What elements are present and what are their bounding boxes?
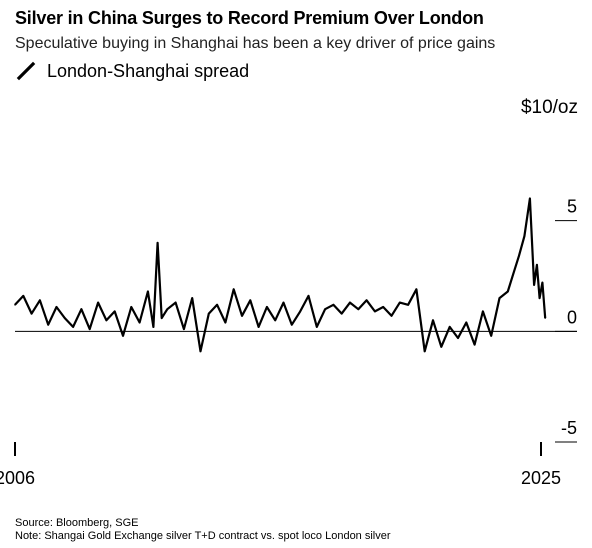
data-point	[160, 317, 163, 319]
x-tick-label: 2025	[521, 468, 561, 488]
x-tick-label: 2006	[0, 468, 35, 488]
data-point	[282, 301, 285, 304]
data-point	[538, 297, 541, 299]
data-point	[349, 301, 351, 304]
data-point	[482, 310, 484, 313]
data-point	[357, 308, 360, 311]
data-point	[529, 197, 531, 200]
source-note: Source: Bloomberg, SGE	[15, 517, 139, 529]
data-point	[97, 301, 99, 304]
data-point	[457, 337, 459, 339]
data-point	[523, 235, 526, 237]
data-point	[307, 295, 310, 297]
data-point	[415, 288, 418, 291]
data-point	[324, 308, 326, 311]
y-tick-label: -5	[561, 418, 577, 438]
data-point	[544, 317, 546, 319]
data-point	[374, 310, 376, 313]
data-point	[199, 350, 202, 353]
data-point	[274, 319, 277, 322]
data-point	[465, 321, 468, 324]
data-point	[332, 303, 335, 306]
data-point	[506, 290, 509, 293]
chart-subtitle: Speculative buying in Shanghai has been …	[15, 35, 496, 52]
data-point	[448, 326, 451, 328]
chart-title: Silver in China Surges to Record Premium…	[15, 8, 484, 28]
footnote: Note: Shangai Gold Exchange silver T+D c…	[15, 530, 391, 542]
line-swatch-icon	[16, 61, 36, 81]
data-point	[390, 315, 393, 317]
data-point	[266, 306, 268, 308]
data-point	[536, 264, 538, 266]
data-point	[156, 242, 159, 244]
data-point	[299, 310, 301, 313]
data-point	[80, 308, 83, 311]
data-point	[113, 310, 116, 313]
data-point	[224, 321, 227, 324]
series-line-0	[14, 197, 547, 353]
data-point	[147, 290, 149, 293]
data-point	[64, 317, 66, 319]
y-tick-label: 0	[567, 307, 577, 327]
data-point	[216, 303, 218, 306]
data-point	[498, 297, 501, 299]
data-point	[105, 319, 108, 322]
data-point	[47, 323, 50, 326]
data-point	[14, 303, 16, 306]
data-point	[533, 284, 535, 286]
y-unit-label: $10/oz	[520, 97, 578, 118]
data-point	[22, 295, 25, 297]
data-point	[39, 299, 41, 302]
data-point	[138, 321, 141, 324]
data-point	[440, 346, 443, 348]
data-point	[88, 328, 91, 330]
data-point	[423, 350, 426, 353]
data-point	[518, 255, 520, 257]
data-point	[315, 326, 318, 328]
y-tick-label: 5	[567, 197, 577, 217]
data-point	[512, 272, 515, 275]
data-point	[490, 334, 492, 337]
data-point	[340, 312, 343, 315]
data-point	[232, 288, 235, 291]
data-point	[541, 281, 544, 284]
data-point	[291, 323, 293, 326]
data-point	[207, 312, 210, 315]
data-point	[399, 301, 401, 304]
data-point	[249, 299, 252, 302]
data-point	[473, 343, 476, 346]
legend: London-Shanghai spread	[15, 60, 249, 82]
data-point	[152, 326, 155, 328]
data-point	[191, 297, 193, 299]
data-point	[72, 326, 74, 328]
data-point	[174, 301, 177, 304]
data-point	[122, 334, 124, 337]
data-point	[432, 319, 434, 322]
data-point	[241, 315, 243, 317]
data-point	[55, 306, 58, 308]
data-point	[365, 299, 368, 302]
data-point	[407, 303, 409, 306]
data-point	[183, 328, 185, 330]
legend-label: London-Shanghai spread	[47, 60, 250, 81]
data-point	[382, 306, 385, 308]
data-point	[130, 306, 133, 308]
data-point	[30, 312, 33, 315]
data-point	[257, 326, 260, 328]
data-point	[166, 308, 169, 311]
